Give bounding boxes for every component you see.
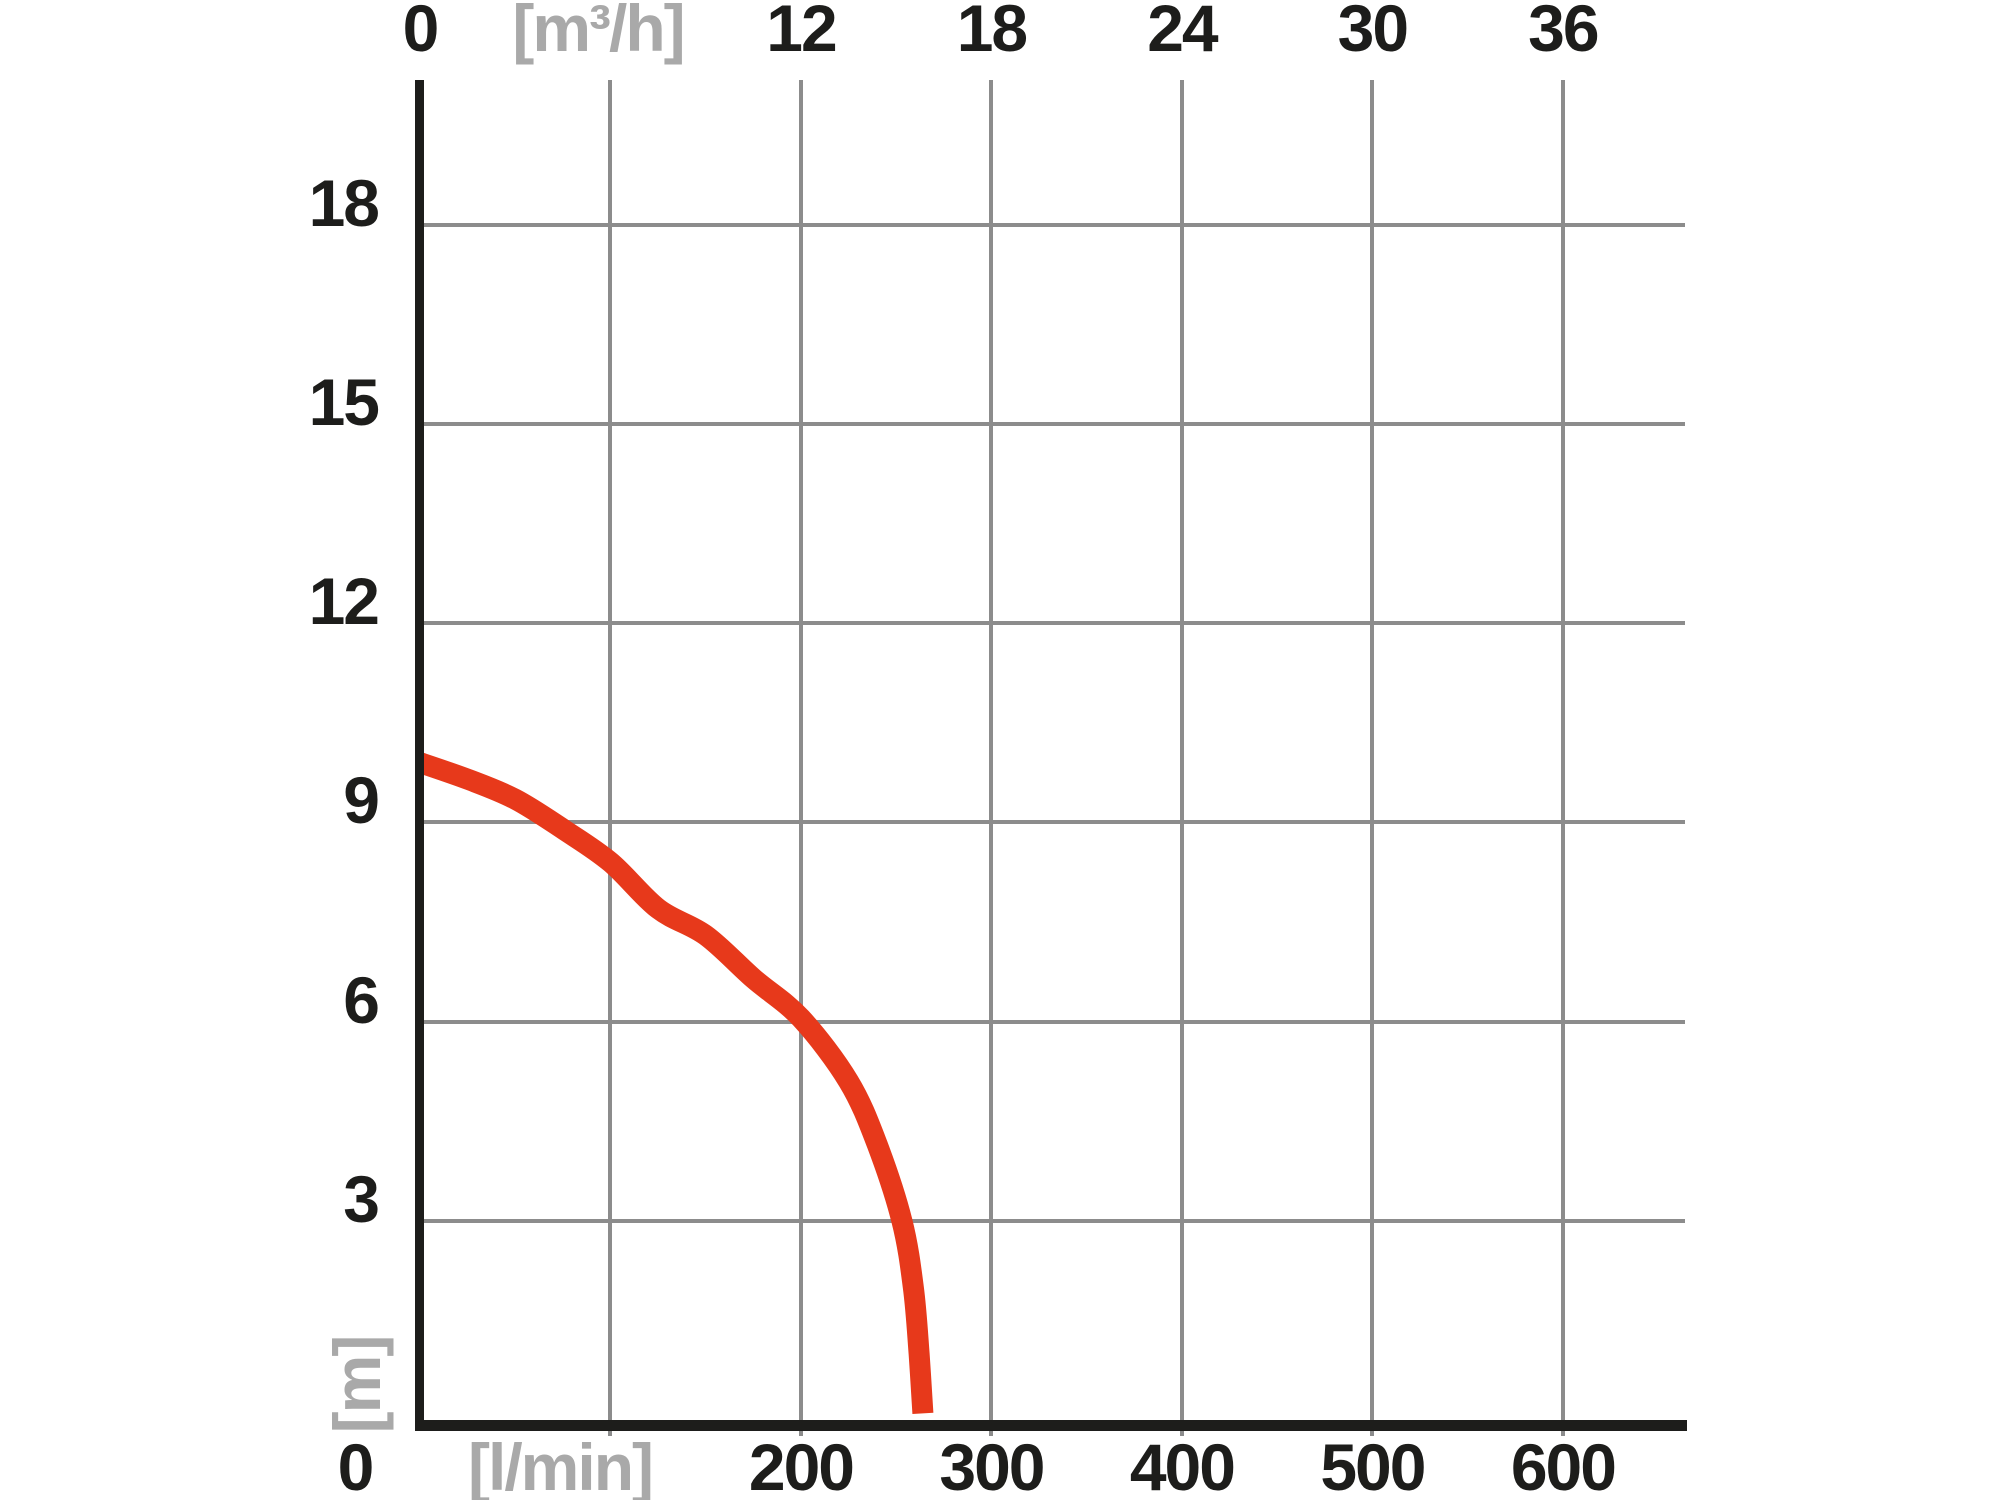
y-axis-tick-label: 6 — [343, 962, 380, 1037]
v-gridline — [1370, 80, 1375, 1436]
x-axis-bottom-unit-label: [l/min] — [468, 1430, 654, 1500]
y-axis-unit-label: [m] — [320, 1336, 394, 1434]
pump-curve-line — [416, 752, 934, 1415]
origin-label: 0 — [337, 1430, 375, 1500]
x-axis-line — [415, 1420, 1687, 1431]
x-axis-bottom-tick-label: 200 — [748, 1430, 855, 1500]
x-axis-bottom-tick-label: 300 — [939, 1430, 1045, 1500]
h-gridline — [416, 1218, 1685, 1223]
x-axis-bottom-tick-label: 500 — [1320, 1430, 1426, 1500]
v-gridline — [1560, 80, 1565, 1436]
y-axis-tick-label: 15 — [308, 365, 380, 439]
y-axis-line — [415, 80, 424, 1431]
y-axis-tick-label: 9 — [343, 763, 380, 838]
v-gridline — [1179, 80, 1184, 1436]
x-axis-bottom-tick-label: 400 — [1129, 1430, 1236, 1500]
h-gridline — [416, 621, 1685, 626]
x-axis-top-unit-label: [m³/h] — [512, 0, 685, 65]
h-gridline — [416, 222, 1685, 227]
h-gridline — [416, 1019, 1685, 1024]
x-axis-top-tick-label: 24 — [1147, 0, 1218, 65]
x-axis-top-tick-label: 36 — [1528, 0, 1599, 65]
h-gridline — [416, 422, 1685, 426]
v-gridline — [798, 80, 803, 1436]
v-gridline — [989, 80, 994, 1436]
x-axis-top-tick-label: 18 — [956, 0, 1028, 65]
h-gridline — [416, 820, 1685, 825]
x-axis-top-tick-label: 0 — [402, 0, 440, 65]
y-axis-tick-label: 3 — [343, 1161, 380, 1236]
x-axis-top-tick-label: 12 — [766, 0, 837, 65]
y-axis-tick-label: 12 — [308, 564, 380, 639]
x-axis-bottom-tick-label: 600 — [1510, 1430, 1617, 1500]
x-axis-top-tick-label: 30 — [1337, 0, 1409, 65]
y-axis-tick-label: 18 — [308, 165, 380, 240]
v-gridline — [608, 80, 613, 1436]
